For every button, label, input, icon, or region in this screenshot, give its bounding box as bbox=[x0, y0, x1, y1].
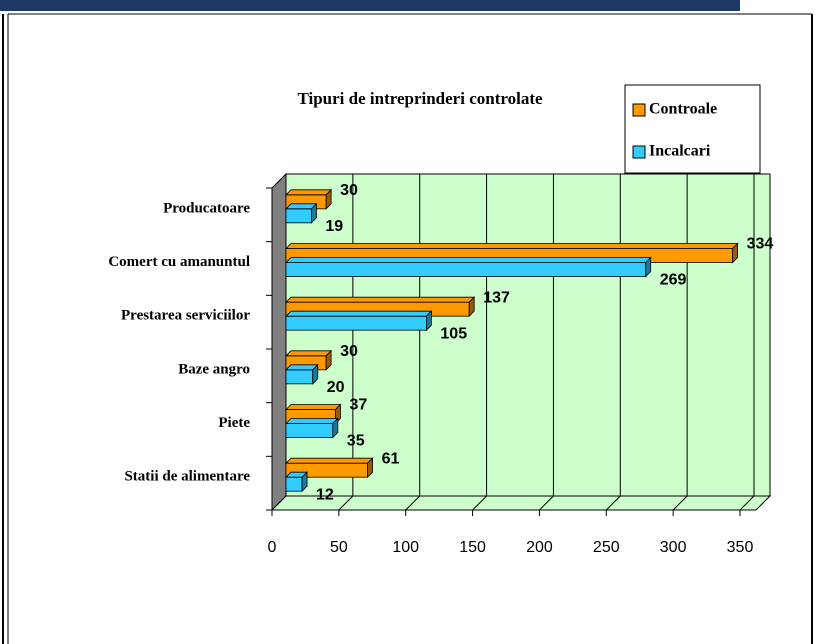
x-tick-label: 100 bbox=[392, 539, 419, 556]
x-tick-label: 200 bbox=[526, 539, 553, 556]
bar-top bbox=[285, 457, 374, 464]
y-tick-label: Prestarea serviciilor bbox=[121, 308, 250, 324]
bar-end bbox=[325, 188, 332, 210]
data-label: 20 bbox=[327, 379, 345, 396]
bar bbox=[285, 423, 334, 438]
bar-end bbox=[732, 242, 739, 264]
side-wall bbox=[271, 172, 287, 512]
bar bbox=[285, 369, 314, 385]
grid-line-floor bbox=[472, 495, 487, 511]
legend-label: Incalcari bbox=[649, 143, 711, 160]
data-label: 12 bbox=[316, 486, 334, 503]
data-label: 269 bbox=[660, 272, 687, 289]
y-tick-label: Comert cu amanuntul bbox=[108, 254, 250, 270]
bar-top bbox=[285, 404, 342, 410]
data-label: 61 bbox=[382, 450, 400, 467]
x-tick-label: 0 bbox=[268, 539, 277, 556]
legend-box bbox=[624, 84, 761, 174]
bar bbox=[285, 315, 427, 331]
floor bbox=[270, 495, 772, 511]
grid-line-floor bbox=[271, 495, 287, 511]
bar bbox=[285, 476, 303, 492]
grid-line-floor bbox=[338, 495, 354, 511]
data-label: 30 bbox=[340, 182, 358, 199]
bar-end bbox=[645, 256, 652, 278]
data-label: 35 bbox=[347, 433, 365, 450]
grid-line-floor bbox=[605, 495, 621, 511]
grid-line-floor bbox=[405, 495, 421, 511]
bar-end bbox=[311, 202, 317, 224]
bar-top bbox=[285, 189, 333, 196]
x-tick-label: 250 bbox=[593, 539, 620, 556]
bar-end bbox=[301, 471, 308, 493]
chart-title: Tipuri de intreprinderi controlate bbox=[297, 89, 543, 108]
grid-line-floor bbox=[739, 495, 755, 511]
legend-swatch bbox=[632, 103, 646, 117]
bar-top bbox=[285, 257, 652, 263]
data-label: 334 bbox=[747, 236, 774, 253]
x-tick-label: 50 bbox=[330, 539, 348, 556]
grid-line-floor bbox=[672, 495, 688, 511]
y-tick-label: Piete bbox=[218, 415, 250, 431]
bar-top bbox=[285, 350, 333, 357]
bar-end bbox=[367, 457, 373, 479]
x-tick-label: 350 bbox=[727, 539, 754, 556]
bar-top bbox=[285, 310, 433, 317]
bar-end bbox=[425, 310, 432, 332]
data-label: 30 bbox=[340, 343, 358, 360]
bar-end bbox=[468, 296, 475, 318]
y-tick-label: Producatoare bbox=[163, 200, 250, 216]
grid-line-floor bbox=[539, 495, 554, 511]
y-tick-label: Baze angro bbox=[178, 361, 250, 377]
data-label: 137 bbox=[483, 289, 510, 306]
legend-label: Controale bbox=[649, 101, 717, 118]
bar-top bbox=[285, 296, 476, 303]
bar-end bbox=[332, 417, 339, 439]
bar bbox=[285, 208, 312, 224]
bar-top bbox=[285, 418, 339, 424]
x-tick-label: 150 bbox=[459, 539, 486, 556]
bar-end bbox=[312, 363, 319, 385]
data-label: 105 bbox=[440, 325, 467, 342]
top-banner bbox=[0, 0, 740, 11]
bar-end bbox=[325, 349, 332, 371]
y-tick-label: Statii de alimentare bbox=[124, 469, 250, 485]
x-tick-label: 300 bbox=[660, 539, 687, 556]
legend-swatch bbox=[632, 145, 646, 159]
bar-top bbox=[285, 243, 739, 249]
data-label: 19 bbox=[325, 218, 343, 235]
bar bbox=[285, 262, 647, 277]
data-label: 37 bbox=[349, 397, 367, 414]
